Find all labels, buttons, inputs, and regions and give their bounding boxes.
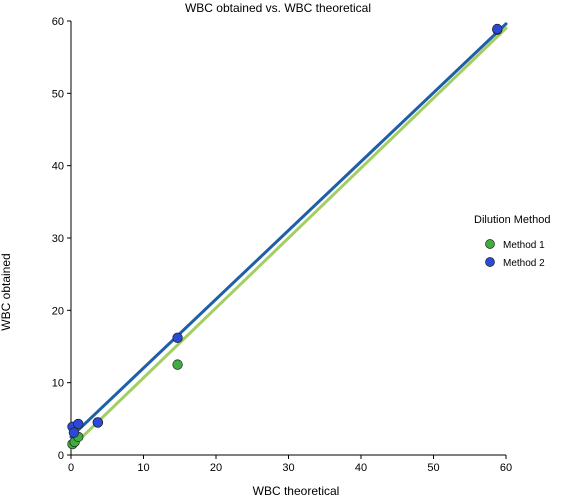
x-tick-label: 10 — [137, 462, 149, 474]
y-tick-label: 20 — [52, 305, 64, 317]
legend-marker — [485, 239, 495, 249]
x-tick-label: 60 — [500, 462, 512, 474]
y-axis-label: WBC obtained — [0, 253, 13, 330]
y-tick-label: 0 — [58, 450, 64, 462]
axes: 0 10 20 30 40 50 60 0 10 20 30 40 50 60 — [52, 16, 512, 474]
data-point — [92, 417, 103, 428]
x-tick-label: 20 — [210, 462, 222, 474]
data-point — [172, 332, 183, 343]
data-point — [492, 23, 503, 35]
data-point — [68, 427, 80, 438]
legend-title: Dilution Method — [474, 214, 550, 226]
y-tick-label: 50 — [52, 88, 64, 100]
x-tick-label: 50 — [427, 462, 439, 474]
data-point — [172, 359, 183, 370]
legend-label: Method 2 — [503, 258, 545, 269]
fit-lines — [69, 22, 508, 450]
legend-marker — [485, 257, 495, 267]
x-axis-label: WBC theoretical — [253, 484, 340, 498]
data-points — [67, 23, 503, 450]
x-tick-label: 30 — [282, 462, 294, 474]
y-tick-label: 30 — [52, 233, 64, 245]
x-tick-label: 0 — [68, 462, 74, 474]
fit-line — [69, 22, 508, 439]
x-tick-label: 40 — [355, 462, 367, 474]
legend-label: Method 1 — [503, 240, 545, 251]
y-tick-label: 40 — [52, 161, 64, 173]
chart-title: WBC obtained vs. WBC theoretical — [185, 1, 371, 15]
y-tick-label: 10 — [52, 378, 64, 390]
data-point — [73, 418, 84, 430]
legend: Dilution Method Method 1 Method 2 — [474, 214, 550, 269]
fit-line — [69, 26, 508, 450]
y-tick-label: 60 — [52, 16, 64, 28]
